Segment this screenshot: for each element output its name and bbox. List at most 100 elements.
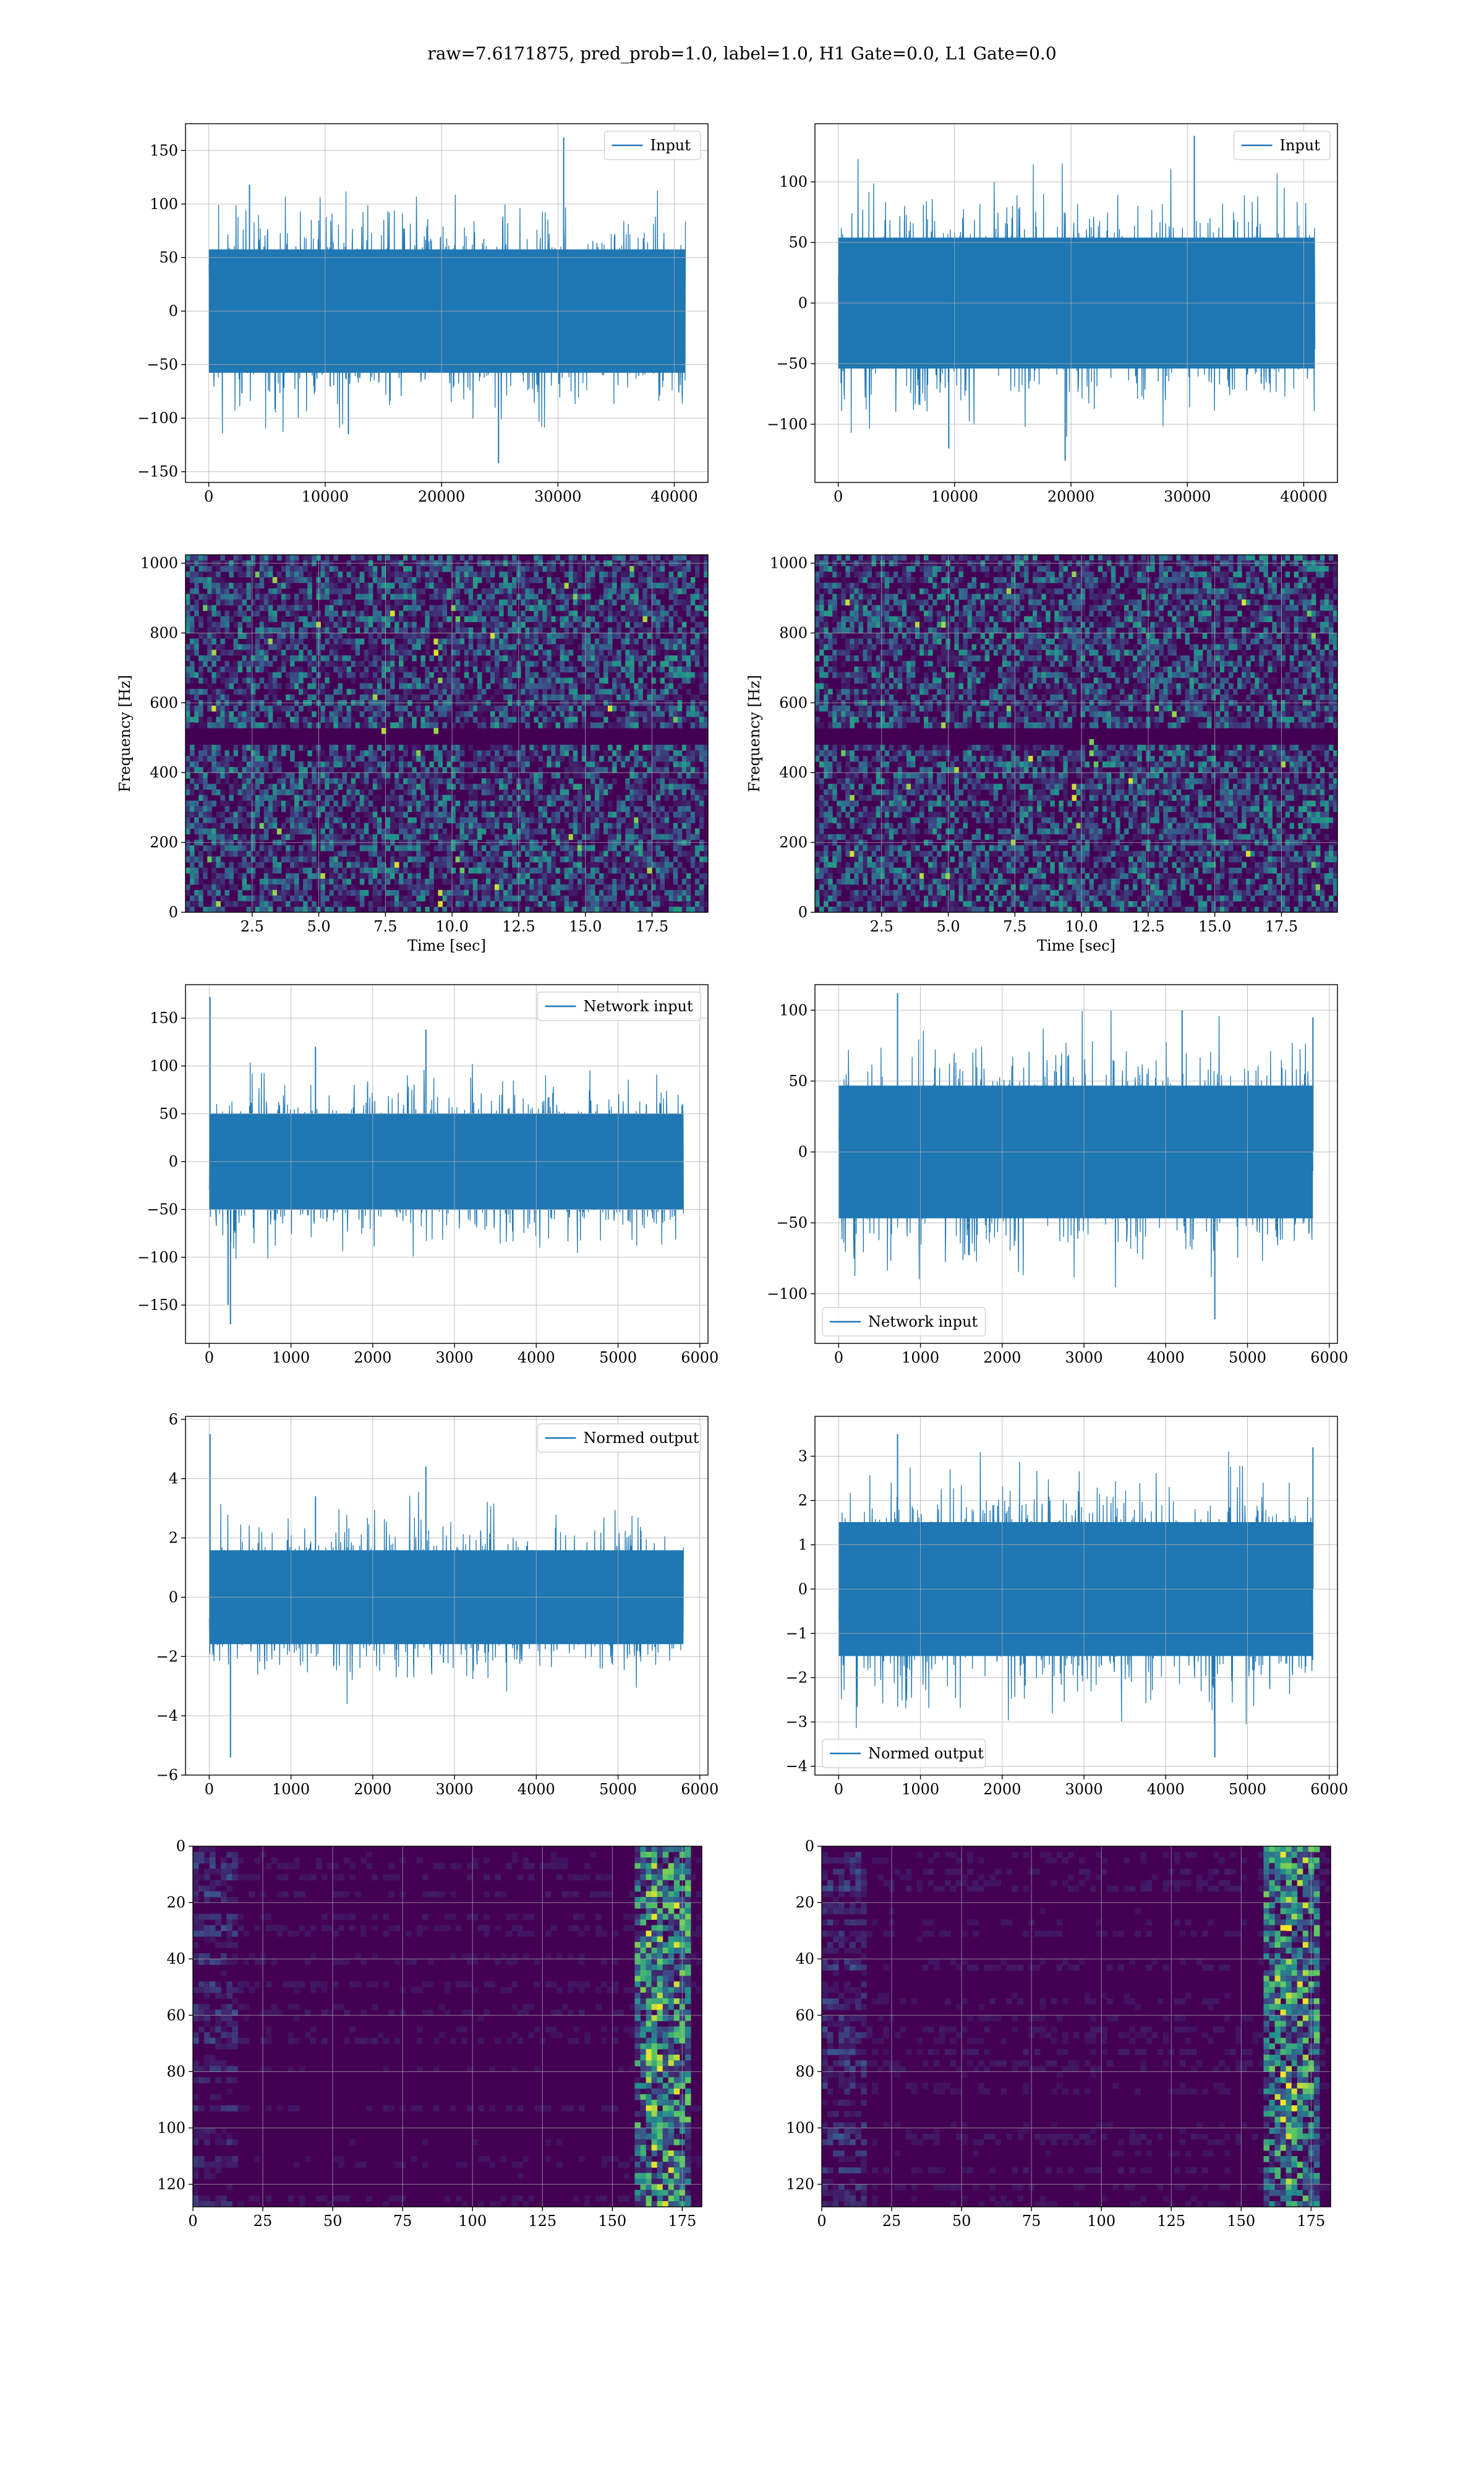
x-tick-label: 40000 [650,488,697,505]
series-normed-output [838,1434,1314,1758]
series-normed-output [208,1434,684,1758]
x-axis-label: Time [sec] [407,937,486,954]
y-tick-label: −100 [137,409,178,427]
x-tick-label: 150 [1227,2212,1255,2230]
y-tick-label: 0 [169,1588,178,1606]
subplot-4: 0 1000 2000 3000 4000 5000 6000 −150 −100 −50 0 50 1… [137,984,719,1366]
x-tick-label: 7.5 [1003,918,1026,935]
series-input [208,137,686,463]
y-tick-label: 80 [166,2063,186,2080]
gridlines [815,1416,1337,1775]
y-tick-label: −50 [776,1214,808,1231]
y-tick-label: −50 [147,1201,178,1218]
x-tick-label: 0 [834,1781,843,1798]
x-tick-label: 5.0 [307,918,330,935]
x-tick-label: 20000 [418,488,465,505]
subplot-3: 2.5 5.0 7.5 10.0 12.5 15.0 17.5 0 200 400 600 800 10… [746,554,1338,954]
y-tick-label: −150 [137,463,178,481]
y-tick-label: 400 [150,764,178,781]
y-tick-label: −100 [767,416,808,433]
y-tick-label: −4 [786,1758,808,1775]
x-tick-label: 12.5 [1132,918,1164,935]
x-tick-label: 25 [882,2212,902,2230]
x-tick-label: 3000 [436,1349,474,1366]
x-axis-label: Time [sec] [1037,937,1115,954]
x-tick-label: 3000 [436,1781,474,1798]
legend: Input [603,131,701,160]
gridlines [186,985,708,1343]
x-tick-label: 0 [188,2212,197,2230]
y-tick-label: 120 [786,2176,814,2193]
x-tick-label: 2.5 [870,918,893,935]
tick-labels: 0 1000 2000 3000 4000 5000 6000 −100 −50 0 50 100 [767,1001,1348,1366]
x-tick-label: 5000 [599,1781,637,1798]
subplot-7: 0 1000 2000 3000 4000 5000 6000 −4 −3 −2 −1 0 1 2 3 Nor… [786,1416,1348,1798]
legend-label: Normed output [868,1745,984,1762]
figure-suptitle: raw=7.6171875, pred_prob=1.0, label=1.0,… [427,43,1057,64]
x-tick-label: 12.5 [502,918,535,935]
axes-frame [192,1846,702,2207]
x-tick-label: 2000 [354,1781,391,1798]
y-tick-label: 400 [779,764,808,781]
axes-frame [814,554,1338,913]
x-tick-label: 4000 [518,1781,555,1798]
y-tick-label: 150 [150,142,178,159]
axes-frame [814,1416,1338,1776]
x-tick-label: 15.0 [569,918,602,935]
legend: Normed output [822,1739,986,1768]
y-tick-label: 100 [779,1001,808,1019]
x-tick-label: 0 [204,488,213,505]
y-tick-label: −150 [137,1296,178,1314]
axes-frame [185,123,709,483]
heatmap-background [822,1846,1331,2207]
legend-box [822,1739,986,1768]
y-axis-label: Frequency [Hz] [746,675,763,792]
y-tick-label: 3 [798,1447,808,1465]
y-tick-label: −100 [767,1285,808,1303]
x-tick-label: 25 [254,2212,273,2230]
y-tick-label: 150 [150,1009,178,1027]
x-tick-label: 15.0 [1198,918,1231,935]
x-tick-label: 4000 [1147,1781,1185,1798]
x-tick-label: 10000 [302,488,349,505]
x-tick-label: 150 [598,2212,626,2230]
y-tick-label: −4 [156,1707,178,1724]
legend-box [1233,131,1331,160]
x-tick-label: 5000 [1229,1781,1266,1798]
legend-label: Input [1280,137,1321,154]
y-tick-label: 100 [786,2119,814,2136]
y-tick-label: 2 [169,1530,178,1547]
x-tick-label: 75 [1022,2212,1041,2230]
y-tick-label: −3 [786,1713,808,1731]
gridlines [815,124,1337,482]
x-tick-label: 10000 [931,488,978,505]
y-tick-label: 0 [169,1153,178,1170]
x-tick-label: 1000 [902,1349,939,1366]
y-tick-label: 0 [169,904,178,921]
y-tick-label: 50 [159,249,178,266]
x-tick-label: 1000 [272,1349,310,1366]
y-tick-label: 0 [798,1580,808,1598]
y-tick-label: 600 [779,694,808,711]
x-tick-label: 5000 [1229,1349,1266,1366]
x-tick-label: 5.0 [936,918,960,935]
y-tick-label: −1 [786,1625,808,1642]
y-tick-label: 100 [779,173,808,190]
legend-label: Normed output [584,1429,699,1447]
x-tick-label: 17.5 [1265,918,1298,935]
y-tick-label: 50 [788,1072,808,1090]
legend-box [537,991,701,1021]
y-tick-label: 600 [150,694,178,711]
tick-labels: 0 10000 20000 30000 40000 −150 −100 −50 0 50 100 15… [137,142,698,505]
x-tick-label: 1000 [902,1781,939,1798]
subplot-2: 2.5 5.0 7.5 10.0 12.5 15.0 17.5 0 200 400 600 800 10… [116,554,709,954]
y-tick-label: −6 [156,1766,178,1784]
x-tick-label: 6000 [1310,1781,1348,1798]
y-tick-label: −100 [137,1249,178,1266]
legend-box [822,1307,986,1337]
x-tick-label: 175 [668,2212,696,2230]
axes-frame [185,1416,709,1776]
y-tick-label: −2 [786,1669,808,1686]
y-tick-label: 0 [798,294,808,312]
